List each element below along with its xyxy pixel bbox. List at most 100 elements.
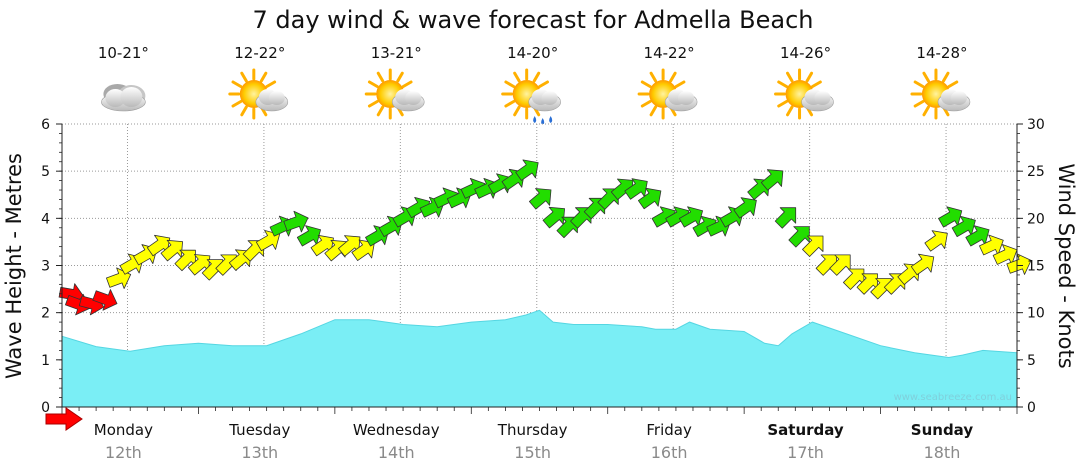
wind-arrow xyxy=(910,253,935,276)
cloud xyxy=(814,91,831,105)
sun-ray xyxy=(674,80,686,88)
wind-arrow xyxy=(829,254,851,276)
y-tick-label: 0 xyxy=(41,400,50,416)
wind-arrow xyxy=(283,210,309,233)
wind-arrow xyxy=(515,159,539,181)
rain-drop-icon xyxy=(541,118,545,125)
sun-ray xyxy=(777,100,789,108)
sun-ray xyxy=(231,100,243,108)
wind-arrow xyxy=(174,249,196,272)
sun-ray xyxy=(649,71,658,83)
weather-row: 10-21° 12-22° 13-21° 14-20° 14-22° 14-26° 14-2… xyxy=(98,44,971,125)
y-tick-label: 2 xyxy=(41,306,50,322)
sun-ray xyxy=(538,80,549,88)
wind-arrow xyxy=(938,206,963,228)
day-name: Thursday xyxy=(497,421,568,439)
axes: 0 1 2 3 4 5 6 0 5 10 15 20 25 30 xyxy=(41,117,1045,416)
sun-ray xyxy=(376,105,385,117)
showers-icon xyxy=(501,68,561,125)
sun-ray xyxy=(786,105,794,117)
cloud-front xyxy=(105,89,126,107)
temperature-range: 13-21° xyxy=(371,44,422,62)
sun-ray xyxy=(786,71,794,83)
wind-arrow xyxy=(992,244,1018,265)
sun-ray xyxy=(401,80,413,88)
sun-ray xyxy=(396,71,404,83)
wind-arrow xyxy=(146,234,171,257)
day-name: Tuesday xyxy=(228,421,290,439)
wind-arrow xyxy=(856,273,878,295)
wind-arrow xyxy=(733,197,757,219)
cloud-front xyxy=(120,87,143,107)
sun-ray xyxy=(532,71,541,83)
cloudy-icon xyxy=(101,84,146,112)
partly-cloudy-icon xyxy=(774,68,834,120)
y2-tick-label: 10 xyxy=(1027,306,1045,322)
sun-ray xyxy=(913,80,925,88)
wind-arrow xyxy=(542,206,565,229)
sun-ray xyxy=(504,80,516,88)
sun-ray xyxy=(259,71,268,83)
wind-arrow xyxy=(92,289,118,311)
day-name: Saturday xyxy=(767,421,844,439)
day-date: 17th xyxy=(787,443,824,462)
temperature-range: 10-21° xyxy=(98,44,149,62)
y-tick-label: 5 xyxy=(41,164,50,180)
partly-cloudy-icon xyxy=(228,68,289,120)
temperature-range: 12-22° xyxy=(234,44,285,62)
wind-arrow xyxy=(310,234,334,257)
sun-ray xyxy=(376,71,385,83)
y-tick-label: 6 xyxy=(41,117,50,133)
sun-ray xyxy=(504,100,516,108)
y2-tick-label: 25 xyxy=(1027,164,1045,180)
sun-ray xyxy=(805,71,814,83)
temperature-range: 14-22° xyxy=(644,44,695,62)
y2-tick-label: 30 xyxy=(1027,117,1045,133)
wind-arrow xyxy=(788,226,810,248)
wind-arrow xyxy=(774,207,797,229)
now-arrow-icon xyxy=(45,407,83,431)
wind-arrow xyxy=(1006,253,1032,275)
y-tick-label: 1 xyxy=(41,353,50,369)
wind-arrow xyxy=(924,230,948,252)
sun-ray xyxy=(947,80,959,88)
day-date: 15th xyxy=(514,443,551,462)
y2-tick-label: 0 xyxy=(1027,400,1036,416)
chart-title: 7 day wind & wave forecast for Admella B… xyxy=(252,6,813,34)
rain-drop-icon xyxy=(549,116,553,123)
temperature-range: 14-20° xyxy=(507,44,558,62)
sun-ray xyxy=(649,105,658,117)
cloud xyxy=(678,91,695,105)
wind-arrow xyxy=(843,268,865,290)
wave-height-area xyxy=(61,309,1018,408)
sun-ray xyxy=(513,71,521,83)
y2-tick-label: 15 xyxy=(1027,259,1045,275)
wind-arrow xyxy=(187,254,211,276)
sun-ray xyxy=(231,80,243,88)
sun-ray xyxy=(367,80,379,88)
sun-ray xyxy=(367,100,379,108)
sun-ray xyxy=(922,105,930,117)
y2-tick-label: 20 xyxy=(1027,211,1045,227)
y-tick-label: 4 xyxy=(41,211,50,227)
start-marker xyxy=(45,407,83,431)
watermark: www.seabreeze.com.au xyxy=(894,392,1012,403)
wind-arrow xyxy=(637,187,662,210)
wind-arrow xyxy=(351,239,375,261)
partly-cloudy-icon xyxy=(637,68,698,120)
sun-ray xyxy=(240,105,248,117)
wind-arrow xyxy=(160,239,183,262)
sun-ray xyxy=(941,71,950,83)
wind-arrow xyxy=(802,235,824,257)
wind-arrow xyxy=(528,188,552,210)
temperature-range: 14-28° xyxy=(916,44,967,62)
partly-cloudy-icon xyxy=(364,68,425,120)
day-date: 13th xyxy=(241,443,278,462)
sun-ray xyxy=(640,80,652,88)
day-name: Wednesday xyxy=(353,421,440,439)
y-axis-title: Wave Height - Metres xyxy=(2,153,26,379)
sun-ray xyxy=(811,80,822,88)
cloud xyxy=(405,91,422,105)
wind-arrow xyxy=(678,206,703,228)
